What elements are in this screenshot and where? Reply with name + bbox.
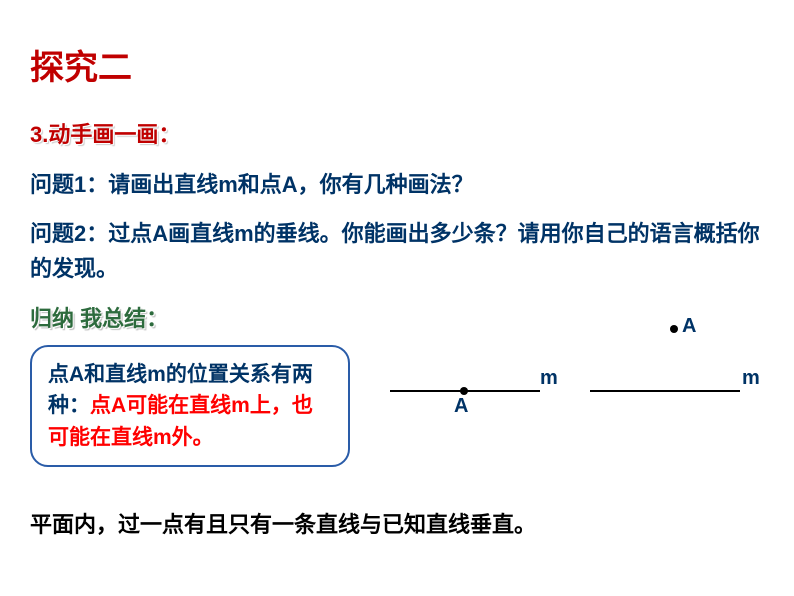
diagram-left-line-label: m xyxy=(540,367,558,390)
content-row: 点A和直线m的位置关系有两种：点A可能在直线m上，也可能在直线m外。 m A m… xyxy=(30,345,764,468)
callout-box: 点A和直线m的位置关系有两种：点A可能在直线m上，也可能在直线m外。 xyxy=(30,345,350,468)
summary-heading-text: 归纳 我总结： xyxy=(30,306,168,331)
conclusion: 平面内，过一点有且只有一条直线与已知直线垂直。 xyxy=(30,507,764,539)
slide: 探究二 3.动手画一画： 问题1：请画出直线m和点A，你有几种画法？ 问题2：过… xyxy=(0,0,794,596)
diagram-left-point-label: A xyxy=(454,395,468,418)
section-text: 3.动手画一画： xyxy=(30,122,180,147)
diagrams: m A m A xyxy=(380,315,760,435)
section-heading: 3.动手画一画： xyxy=(30,117,764,149)
diagram-right-line-label: m xyxy=(742,367,760,390)
question-2: 问题2：过点A画直线m的垂线。你能画出多少条？请用你自己的语言概括你的发现。 xyxy=(30,216,764,286)
diagram-right-line xyxy=(590,390,740,392)
diagram-left-point xyxy=(460,387,468,395)
slide-title: 探究二 xyxy=(30,40,764,89)
question-1: 问题1：请画出直线m和点A，你有几种画法？ xyxy=(30,167,764,202)
diagram-right-point-label: A xyxy=(682,315,696,338)
diagram-right-point xyxy=(670,325,678,333)
title-text: 探究二 xyxy=(30,49,132,87)
